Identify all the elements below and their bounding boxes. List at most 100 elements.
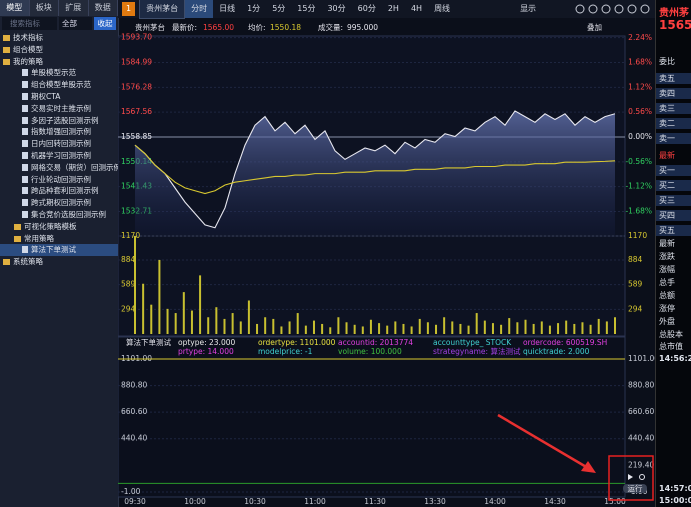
period-tab[interactable]: 日线	[219, 4, 236, 13]
run-button[interactable]	[623, 484, 647, 493]
volume-bar	[475, 313, 478, 334]
quote-label: 卖一	[656, 133, 691, 144]
tree-item[interactable]: 我的策略	[0, 56, 118, 68]
tree-label: 技术指标	[13, 33, 43, 42]
tree-item[interactable]: 可视化策略模板	[0, 221, 118, 233]
volume-bar	[142, 283, 145, 334]
tree-item[interactable]: 指数增强回测示例	[0, 126, 118, 138]
volume-bar	[337, 317, 340, 334]
icon	[22, 199, 28, 207]
volume-bar	[540, 321, 543, 334]
volume-tick-label: 1170	[121, 231, 140, 240]
tree-item[interactable]: 机器学习回测示例	[0, 150, 118, 162]
arrow-head	[581, 461, 596, 473]
tree-item[interactable]: 多因子选股回测示例	[0, 115, 118, 127]
volume-bar	[329, 327, 332, 334]
tree-item[interactable]: 单股模型示范	[0, 67, 118, 79]
volume-bar	[516, 322, 519, 334]
volume-bar	[402, 323, 405, 334]
tree-item[interactable]: 日内回转回测示例	[0, 138, 118, 150]
icon	[22, 151, 28, 159]
info-text: 叠加	[587, 22, 602, 32]
tree-item[interactable]: 集合竞价选股回测示例	[0, 209, 118, 221]
x-tick-label: 10:00	[184, 497, 206, 506]
tree-label: 网格交易（期货）回测示例	[31, 162, 118, 172]
tree-label: 系统策略	[13, 257, 43, 267]
y-tick-label: 1558.85	[121, 132, 152, 141]
filter[interactable]: 全部	[59, 17, 92, 30]
icon	[14, 235, 21, 242]
period-tab[interactable]: 5分	[272, 4, 286, 13]
quote-label: 总股本	[659, 330, 683, 339]
tree-item[interactable]: 跨品种套利回测示例	[0, 185, 118, 197]
indicator-tick-label-right: 440.40	[628, 434, 654, 443]
tree-item[interactable]: 行业轮动回测示例	[0, 174, 118, 186]
volume-bar	[605, 321, 608, 334]
quote-label: 买三	[656, 195, 691, 206]
icon	[22, 116, 28, 124]
tree: 技术指标组合模型 我的策略 单股模型示范 组合模型单股示范 期权CTA 交易实时主推示例多…	[0, 32, 118, 268]
period-tab[interactable]: 15分	[297, 4, 316, 13]
info-text: 贵州茅台	[135, 22, 165, 32]
info-text: 1550.18	[270, 23, 301, 32]
tree-item[interactable]: 组合模型单股示范	[0, 79, 118, 91]
info-text: 1565.00	[203, 23, 234, 32]
average-line	[134, 144, 616, 195]
indicator-param: strategyname: 算法测试	[433, 346, 521, 356]
period-tab[interactable]: 1分	[247, 4, 261, 13]
y-tick-label: 1576.28	[121, 82, 152, 91]
icon	[3, 46, 10, 53]
indicator-pane	[118, 336, 626, 498]
volume-bar	[215, 307, 218, 334]
volume-bar	[369, 319, 372, 334]
tree-item[interactable]: 期权CTA	[0, 91, 118, 103]
volume-tick-label: 294	[121, 304, 136, 313]
period-tab[interactable]: 2H	[387, 4, 399, 13]
indicator-tick-label-right: 660.60	[628, 407, 654, 416]
tree-label: 组合模型单股示范	[31, 80, 91, 90]
quote-label: 涨跌	[659, 252, 675, 261]
tree-item[interactable]: 算法下单测试	[0, 244, 118, 257]
x-tick-label: 11:00	[304, 497, 326, 506]
tree-item[interactable]: 网格交易（期货）回测示例	[0, 162, 118, 174]
period-tab[interactable]: 周线	[434, 4, 451, 13]
tree-item[interactable]: 常用策略	[0, 233, 118, 245]
volume-bar	[312, 320, 315, 334]
tab[interactable]: 扩展	[59, 0, 89, 16]
tree-label: 常用策略	[24, 233, 54, 243]
icon	[22, 128, 28, 136]
period-tab[interactable]: 60分	[357, 4, 376, 13]
icon	[22, 104, 28, 112]
tool-icon	[640, 4, 650, 14]
period-tab[interactable]: 4H	[410, 4, 423, 13]
collapse-button[interactable]: 收起	[94, 17, 116, 30]
annotation-arrow	[497, 413, 589, 470]
indicator-tick-label-right: 1101.00	[628, 354, 655, 363]
display-menu[interactable]: 显示	[520, 4, 537, 13]
tree-item[interactable]: 跨式期权回测示例	[0, 197, 118, 209]
y2-tick-label: -1.68%	[625, 206, 652, 215]
tab[interactable]: 数据	[89, 0, 118, 16]
tree-item[interactable]: 技术指标	[0, 32, 118, 44]
volume-bar	[239, 321, 242, 334]
period-tab[interactable]: 分时	[185, 0, 214, 18]
tab[interactable]: 模型	[0, 0, 30, 16]
volume-bar	[256, 323, 259, 334]
y-tick-label: 1567.56	[121, 107, 152, 116]
y2-tick-label: 0.00%	[628, 132, 652, 141]
quote-label: 总手	[659, 278, 675, 287]
tree-item[interactable]: 交易实时主推示例	[0, 103, 118, 115]
tree-item[interactable]: 系统策略	[0, 256, 118, 268]
indicator-param: volume: 100.000	[338, 347, 402, 356]
volume-bar	[589, 324, 592, 334]
tab[interactable]: 板块	[30, 0, 59, 16]
period-tab[interactable]: 贵州茅台	[139, 0, 186, 19]
volume-bar	[378, 323, 381, 334]
settings-icon	[639, 474, 645, 480]
tree-item[interactable]: 组合模型	[0, 44, 118, 56]
search-row: 搜索指标 全部 收起	[2, 17, 116, 30]
volume-bar	[166, 308, 169, 334]
period-tab[interactable]: 30分	[327, 4, 346, 13]
search-input[interactable]: 搜索指标	[2, 17, 57, 30]
tool-icon	[614, 4, 624, 14]
